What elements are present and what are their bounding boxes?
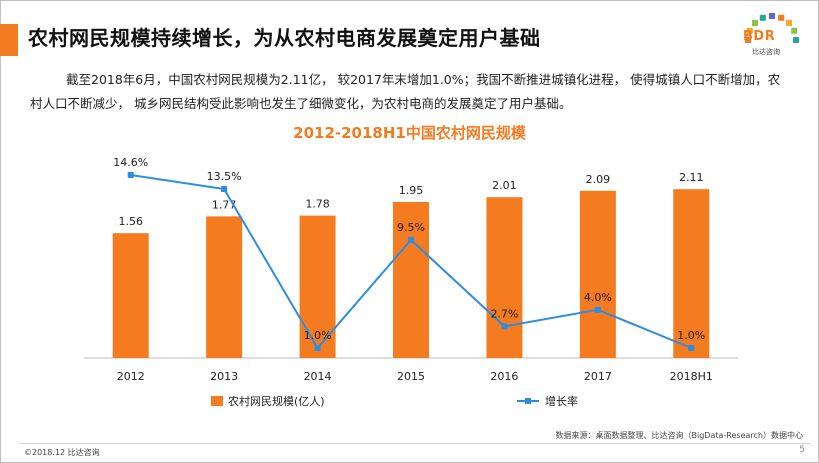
logo-square — [778, 14, 785, 21]
logo-square — [793, 37, 799, 43]
data-source: 数据来源：桌面数据整理、比达咨询（BigData-Research）数据中心 — [555, 431, 803, 440]
bar — [579, 190, 616, 358]
growth-rate-point — [221, 185, 228, 192]
growth-rate-point — [501, 323, 508, 330]
legend-bar-label: 农村网民规模(亿人) — [228, 394, 325, 408]
x-tick-label: 2013 — [210, 370, 238, 383]
page-number: 5 — [799, 445, 805, 455]
logo-square — [759, 14, 766, 21]
bar-value-label: 2.11 — [679, 171, 704, 184]
growth-rate-label: 13.5% — [207, 170, 242, 183]
logo-subtext: 比达咨询 — [752, 48, 780, 56]
bar — [206, 216, 243, 358]
growth-rate-label: 4.0% — [584, 291, 612, 304]
chart-title: 2012-2018H1中国农村网民规模 — [293, 124, 526, 142]
growth-rate-point — [688, 345, 695, 351]
bar-value-label: 1.78 — [305, 198, 330, 211]
x-tick-label: 2014 — [304, 370, 332, 383]
growth-rate-label: 9.5% — [397, 221, 425, 234]
legend-bar-swatch — [211, 396, 223, 406]
x-tick-label: 2017 — [584, 370, 612, 383]
x-tick-label: 2015 — [397, 370, 425, 383]
logo-square — [752, 20, 758, 26]
x-tick-label: 2016 — [490, 370, 518, 383]
bar — [673, 189, 710, 358]
growth-rate-point — [314, 345, 321, 351]
footer-divider — [20, 443, 810, 444]
bar — [393, 202, 429, 358]
growth-rate-label: 14.6% — [113, 156, 148, 169]
description-text: 截至2018年6月，中国农村网民规模为2.11亿， 较2017年末增加1.0%；… — [30, 72, 781, 111]
logo-text: BDR — [743, 29, 776, 44]
logo-square — [746, 27, 753, 34]
legend-line-label: 增长率 — [545, 394, 578, 408]
bar-value-label: 1.56 — [118, 215, 143, 228]
bar-value-label: 1.77 — [212, 198, 237, 211]
growth-rate-point — [594, 306, 601, 313]
growth-rate-point — [127, 172, 134, 178]
bar — [486, 197, 523, 358]
copyright-text: ©2018.12 比达咨询 — [24, 448, 100, 457]
growth-rate-label: 1.0% — [304, 329, 332, 342]
bar — [112, 233, 149, 358]
logo-square — [745, 37, 751, 43]
legend-line-marker — [525, 398, 531, 404]
bar-value-label: 2.01 — [492, 179, 517, 192]
bar-value-label: 2.09 — [586, 173, 611, 186]
title-accent-bar — [0, 24, 18, 56]
bdr-logo-icon — [745, 13, 799, 43]
x-tick-label: 2018H1 — [670, 370, 713, 383]
growth-rate-label: 1.0% — [677, 329, 705, 342]
growth-rate-label: 2.7% — [490, 307, 518, 320]
bar-value-label: 1.95 — [399, 184, 424, 197]
logo-square — [769, 13, 775, 19]
x-tick-label: 2012 — [117, 370, 145, 383]
logo-square — [786, 20, 792, 26]
growth-rate-point — [408, 236, 414, 243]
page-title: 农村网民规模持续增长，为从农村电商发展奠定用户基础 — [28, 26, 541, 50]
logo-square — [791, 27, 798, 34]
